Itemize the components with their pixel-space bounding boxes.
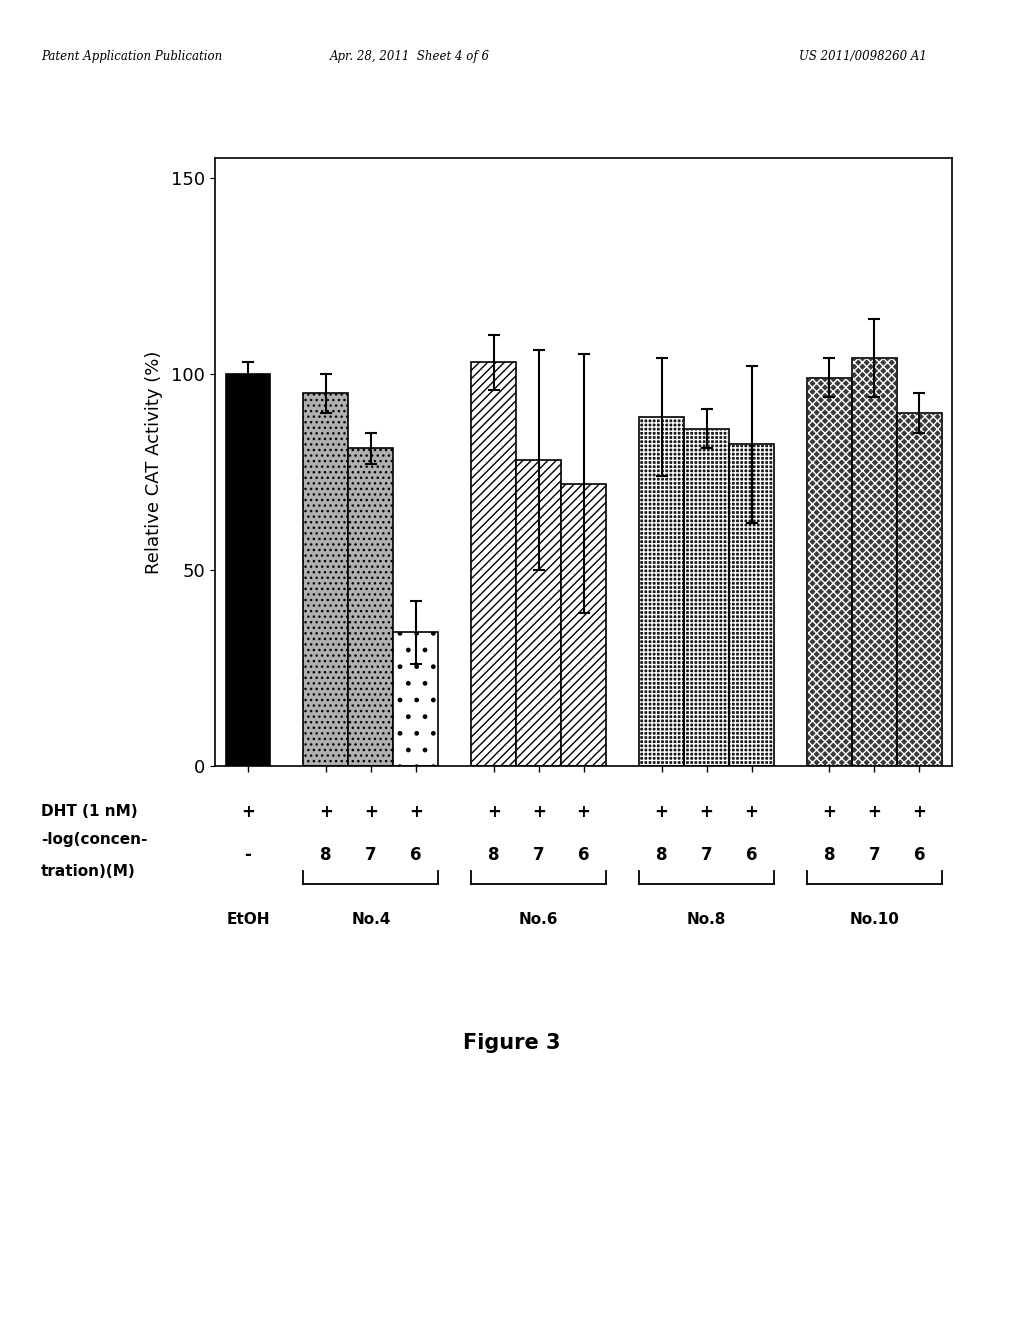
Text: 8: 8 <box>321 846 332 865</box>
Text: -: - <box>245 846 252 865</box>
Bar <box>852 358 897 766</box>
Text: +: + <box>364 803 378 821</box>
Text: +: + <box>577 803 591 821</box>
Bar <box>897 413 942 766</box>
Text: 7: 7 <box>366 846 377 865</box>
Bar <box>729 445 774 766</box>
Text: 8: 8 <box>823 846 836 865</box>
Text: No.8: No.8 <box>687 912 726 927</box>
Text: +: + <box>744 803 759 821</box>
Bar <box>303 393 348 766</box>
Bar <box>852 358 897 766</box>
Text: 6: 6 <box>578 846 590 865</box>
Text: 7: 7 <box>868 846 881 865</box>
Text: +: + <box>867 803 882 821</box>
Text: +: + <box>409 803 423 821</box>
Text: +: + <box>319 803 333 821</box>
Text: tration)(M): tration)(M) <box>41 863 136 879</box>
Bar <box>516 461 561 766</box>
Text: +: + <box>822 803 837 821</box>
Text: +: + <box>531 803 546 821</box>
Text: -log(concen-: -log(concen- <box>41 832 147 847</box>
Text: No.6: No.6 <box>519 912 558 927</box>
Bar <box>807 378 852 766</box>
Text: 7: 7 <box>700 846 713 865</box>
Bar <box>897 413 942 766</box>
Text: 7: 7 <box>532 846 545 865</box>
Text: +: + <box>654 803 669 821</box>
Bar <box>684 429 729 766</box>
Text: Patent Application Publication: Patent Application Publication <box>41 50 222 63</box>
Text: US 2011/0098260 A1: US 2011/0098260 A1 <box>799 50 927 63</box>
Bar <box>225 374 270 766</box>
Bar <box>729 445 774 766</box>
Text: +: + <box>486 803 501 821</box>
Text: No.10: No.10 <box>850 912 899 927</box>
Text: 6: 6 <box>410 846 422 865</box>
Text: 6: 6 <box>745 846 758 865</box>
Text: Apr. 28, 2011  Sheet 4 of 6: Apr. 28, 2011 Sheet 4 of 6 <box>330 50 489 63</box>
Text: 6: 6 <box>913 846 925 865</box>
Text: EtOH: EtOH <box>226 912 269 927</box>
Text: No.4: No.4 <box>351 912 390 927</box>
Text: Figure 3: Figure 3 <box>463 1032 561 1053</box>
Text: 8: 8 <box>655 846 668 865</box>
Bar <box>561 483 606 766</box>
Text: +: + <box>241 803 255 821</box>
Y-axis label: Relative CAT Activity (%): Relative CAT Activity (%) <box>144 350 163 574</box>
Bar <box>393 632 438 766</box>
Text: +: + <box>699 803 714 821</box>
Text: +: + <box>912 803 927 821</box>
Bar <box>639 417 684 766</box>
Bar <box>807 378 852 766</box>
Bar <box>471 362 516 766</box>
Text: 8: 8 <box>488 846 500 865</box>
Bar <box>348 449 393 766</box>
Text: DHT (1 nM): DHT (1 nM) <box>41 804 137 820</box>
Bar <box>639 417 684 766</box>
Bar <box>684 429 729 766</box>
